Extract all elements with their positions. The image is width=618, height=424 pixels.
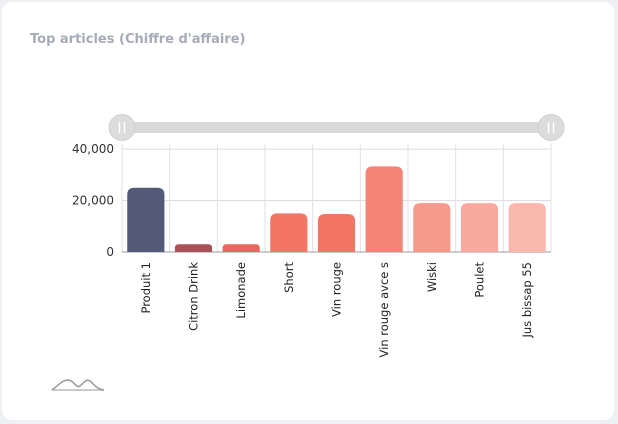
y-tick-label: 40,000 (72, 142, 114, 156)
bar[interactable] (127, 187, 165, 252)
x-tick-label: Produit 1 (139, 262, 153, 314)
range-slider-right-handle[interactable] (537, 114, 565, 141)
bar[interactable] (222, 244, 260, 252)
y-axis-ticks: 0 20,000 40,000 (72, 142, 114, 259)
y-tick-label: 20,000 (72, 194, 114, 208)
range-slider-track[interactable] (122, 122, 551, 133)
bar[interactable] (317, 213, 356, 252)
x-tick-label: Jus bissap 55 (520, 262, 534, 338)
x-axis-ticks: Produit 1 Citron Drink Limonade Short Vin ro… (139, 262, 534, 358)
x-tick-label: Limonade (234, 262, 248, 319)
mountain-sparkline-icon[interactable] (51, 379, 105, 391)
y-tick-label: 0 (106, 245, 114, 259)
range-slider-left-handle[interactable] (108, 114, 136, 141)
x-tick-label: Vin rouge avce s (377, 262, 391, 357)
x-tick-label: Poulet (473, 262, 487, 298)
chart-bars (127, 166, 546, 252)
bar[interactable] (270, 213, 308, 252)
x-tick-label: Citron Drink (187, 262, 201, 331)
bar[interactable] (365, 166, 403, 252)
bar[interactable] (174, 244, 213, 252)
x-tick-label: Wiski (425, 262, 439, 292)
bar[interactable] (508, 203, 546, 252)
x-tick-label: Short (282, 262, 296, 293)
range-slider[interactable] (108, 114, 565, 141)
card-title: Top articles (Chiffre d'affaire) (30, 32, 246, 47)
x-tick-label: Vin rouge (330, 262, 344, 317)
bar[interactable] (413, 203, 451, 252)
bar[interactable] (460, 203, 499, 252)
